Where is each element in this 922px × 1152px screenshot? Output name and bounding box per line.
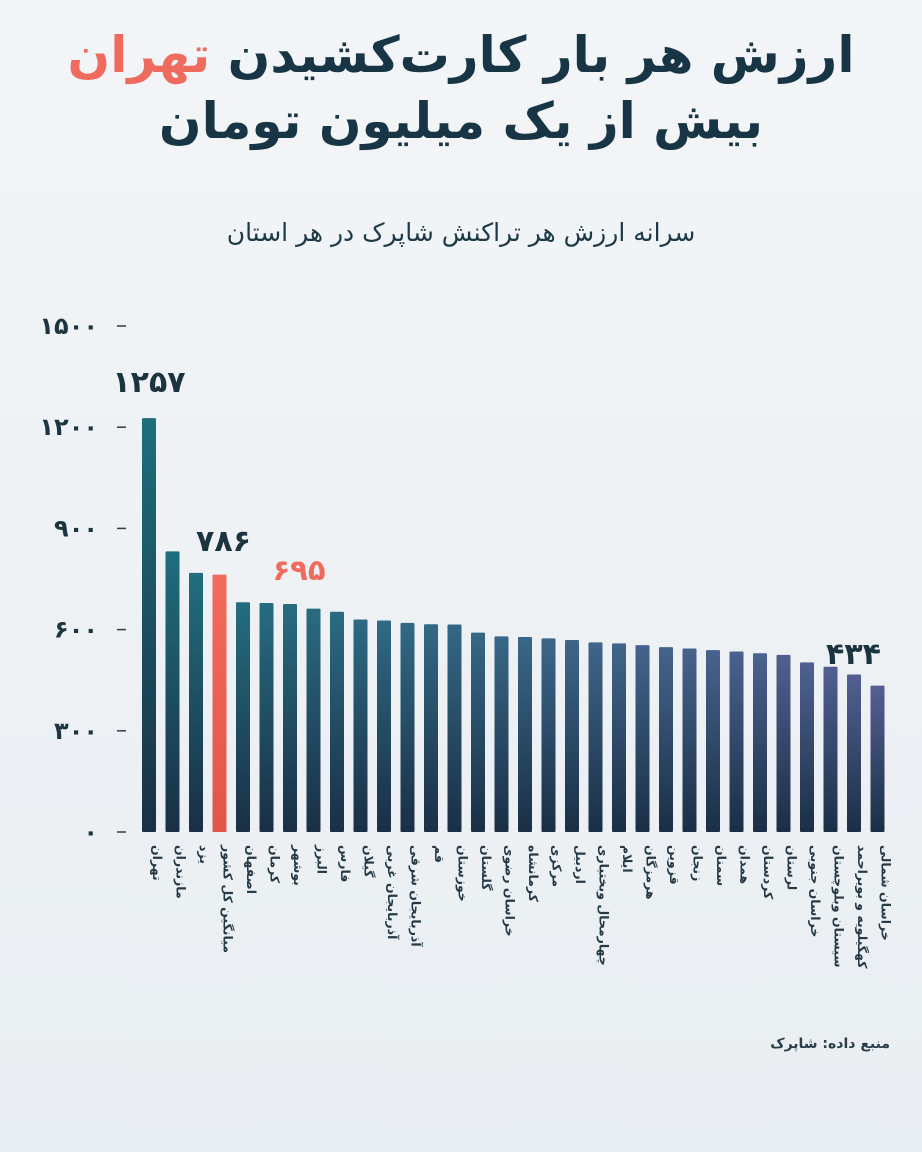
bar-9 <box>353 619 368 832</box>
category-label-19: چهارمحال وبختیاری <box>597 845 612 966</box>
bar-8 <box>330 611 344 832</box>
bar-16 <box>518 637 532 832</box>
bar-24 <box>706 650 720 832</box>
bar-18 <box>565 640 579 832</box>
bar-27 <box>776 654 791 832</box>
bar-26 <box>753 653 767 832</box>
category-label-11: آذربایجان شرقی <box>409 845 424 947</box>
category-label-24: سمنان <box>714 845 729 886</box>
bar-23 <box>682 648 697 832</box>
category-label-5: کرمان <box>268 845 283 884</box>
bar-25 <box>729 651 744 832</box>
bar-19 <box>588 642 603 832</box>
title-accent-tehran: تهران <box>67 26 211 84</box>
category-label-23: زنجان <box>691 845 706 881</box>
title-line-1: ارزش هر بار کارت‌کشیدن تهران <box>0 22 922 88</box>
bar-13 <box>447 624 462 832</box>
bar-21 <box>635 645 650 832</box>
category-label-12: قم <box>432 845 447 863</box>
bar-10 <box>377 620 391 832</box>
data-label-0: ۱۲۵۷ <box>112 365 185 400</box>
y-tick-label: ۱۵۰۰ <box>39 312 98 340</box>
bar-15 <box>494 636 509 832</box>
category-label-15: خراسان رضوی <box>503 845 518 937</box>
bar-20 <box>612 643 626 832</box>
title-line-2: بیش از یک میلیون تومان <box>158 92 764 150</box>
category-label-20: ایلام <box>619 845 635 873</box>
bar-1 <box>165 551 180 832</box>
category-label-31: خراسان شمالی <box>879 845 894 941</box>
category-label-16: کرمانشاه <box>526 845 541 903</box>
bar-4 <box>236 602 250 832</box>
category-label-2: یزد <box>197 845 212 864</box>
bar-2 <box>189 572 203 832</box>
y-tick-label: ۹۰۰ <box>54 514 98 542</box>
category-label-25: همدان <box>738 845 753 884</box>
bar-29 <box>823 666 838 832</box>
bar-17 <box>541 638 556 832</box>
category-label-29: سیستان وبلوچستان <box>832 845 847 968</box>
category-label-6: بوشهر <box>291 844 306 886</box>
category-label-30: کهگیلویه و بویراحمد <box>855 845 870 969</box>
bar-28 <box>800 662 814 832</box>
category-label-3: میانگین کل کشور <box>221 844 236 953</box>
y-tick-label: ۶۰۰ <box>54 616 98 644</box>
category-label-18: اردبیل <box>573 845 588 884</box>
y-tick-label: ۰ <box>83 818 98 846</box>
bar-12 <box>424 624 438 832</box>
title-line-1-prefix: ارزش هر بار کارت‌کشیدن <box>227 26 855 84</box>
category-label-27: لرستان <box>785 845 800 890</box>
category-label-13: خوزستان <box>456 845 471 902</box>
category-label-1: مازندران <box>174 845 189 899</box>
category-label-10: آذربایجان غربی <box>385 845 400 940</box>
category-label-0: تهران <box>150 845 165 881</box>
category-label-14: گلستان <box>479 845 494 891</box>
category-label-9: گیلان <box>362 845 377 878</box>
data-label-3: ۷۸۶ <box>196 524 251 559</box>
bar-6 <box>283 603 297 832</box>
bar-11 <box>400 622 415 832</box>
category-label-26: کردستان <box>761 845 776 900</box>
data-label-4: ۶۹۵ <box>272 553 325 587</box>
category-label-21: هرمزگان <box>644 845 659 900</box>
y-tick-label: ۱۲۰۰ <box>39 413 98 441</box>
category-label-4: اصفهان <box>244 845 259 894</box>
bar-14 <box>471 632 485 832</box>
category-label-22: قزوین <box>667 845 682 885</box>
chart-subtitle: سرانه ارزش هر تراکنش شاپرک در هر استان <box>226 218 696 247</box>
data-label-31: ۴۳۴ <box>826 637 881 672</box>
bar-5 <box>259 602 274 832</box>
category-label-28: خراسان جنوبی <box>808 845 823 937</box>
y-tick-label: ۳۰۰ <box>54 717 98 745</box>
bar-22 <box>659 647 673 832</box>
category-label-17: مرکزی <box>550 845 565 887</box>
bar-0 <box>142 418 156 832</box>
bar-7 <box>306 608 321 832</box>
bar-31 <box>870 685 885 832</box>
bar-3 <box>212 574 227 832</box>
chart-title: ارزش هر بار کارت‌کشیدن تهران بیش از یک م… <box>0 22 922 154</box>
source-note: منبع داده: شاپرک <box>770 1036 890 1052</box>
bar-30 <box>847 674 861 832</box>
category-label-8: فارس <box>338 845 353 882</box>
category-label-7: البرز <box>315 844 330 874</box>
